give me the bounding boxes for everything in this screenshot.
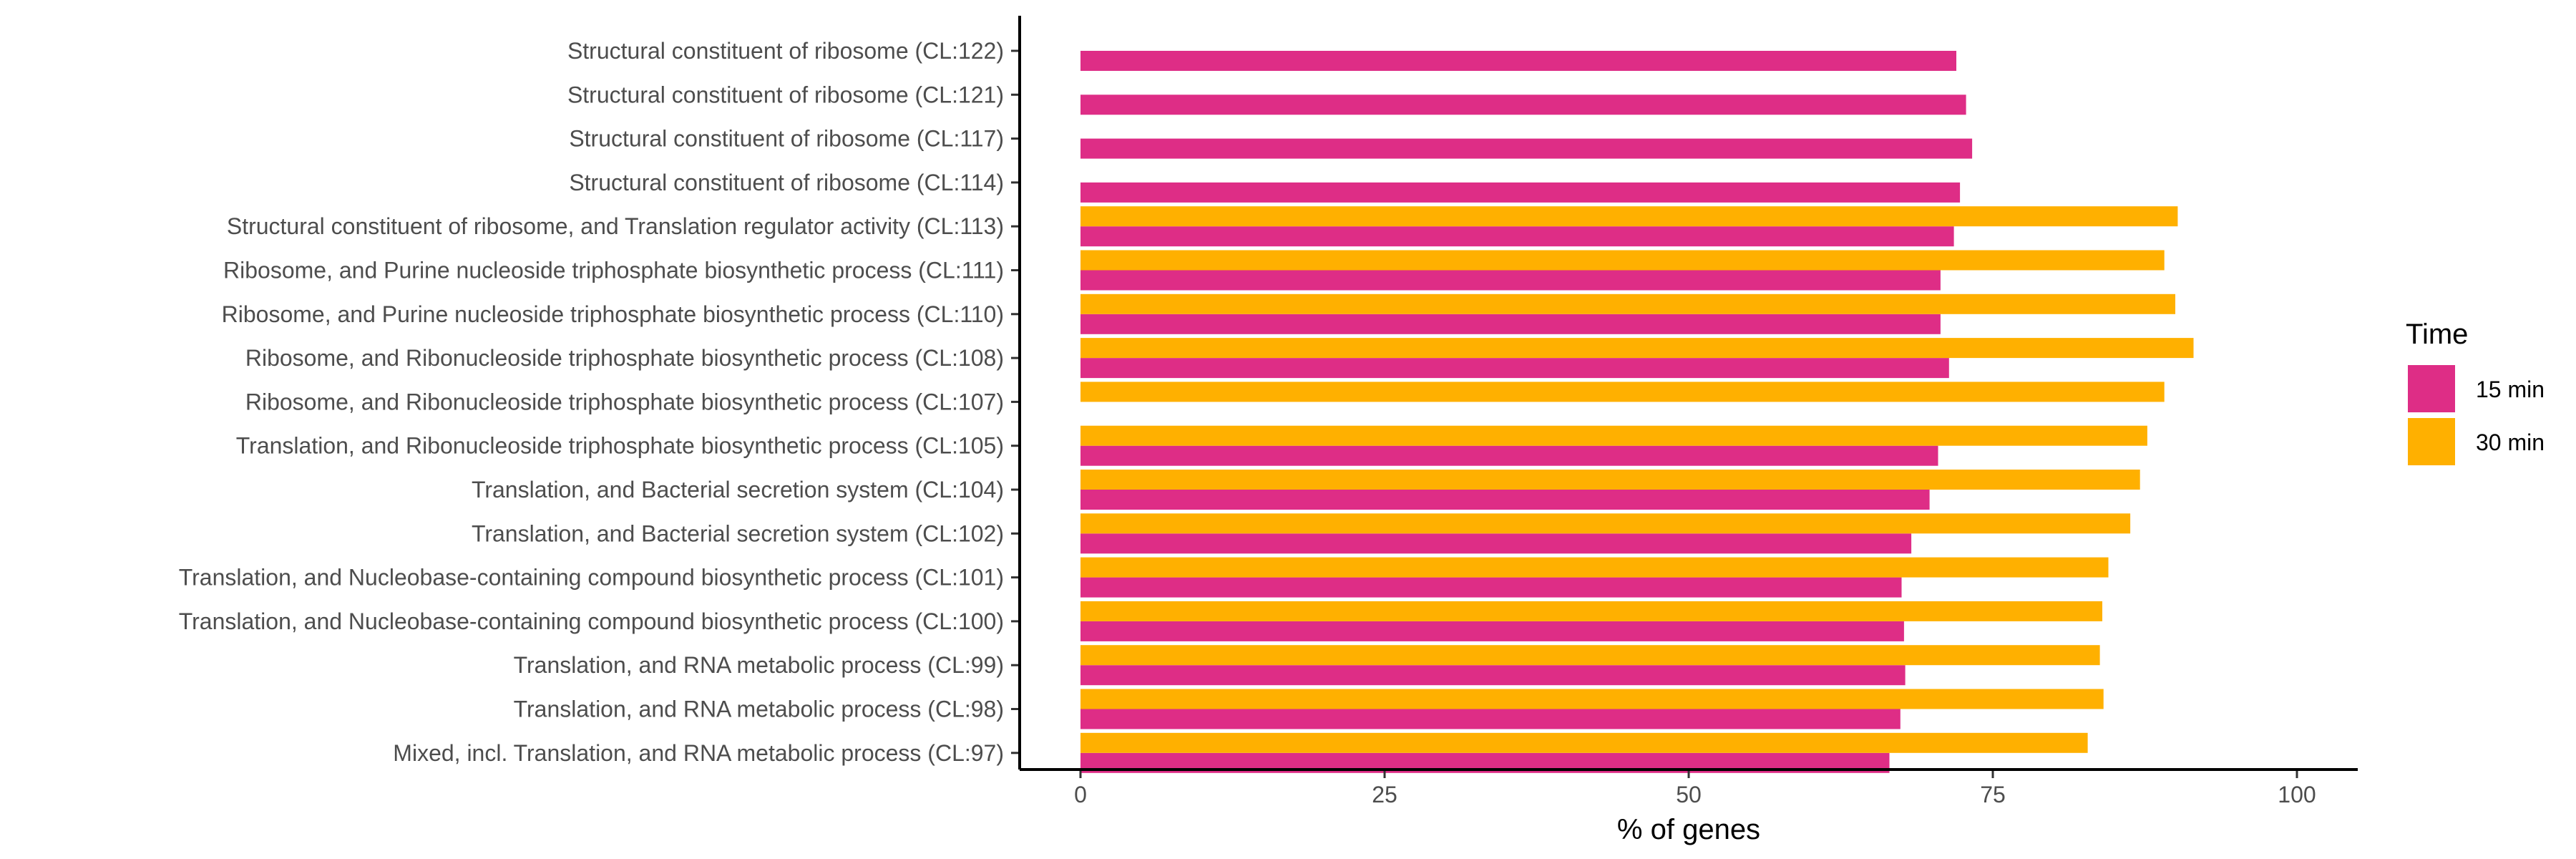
bar-15-min-11 — [1080, 533, 1912, 554]
bar-30-min-10 — [1080, 470, 2140, 490]
bar-30-min-4 — [1080, 206, 2178, 227]
y-tick-label: Translation, and Bacterial secretion sys… — [472, 520, 1004, 546]
bar-30-min-15 — [1080, 689, 2104, 709]
bar-15-min-14 — [1080, 665, 1906, 686]
bar-15-min-2 — [1080, 138, 1973, 159]
bar-30-min-9 — [1080, 425, 2147, 446]
bar-15-min-5 — [1080, 270, 1941, 291]
y-tick-label: Ribosome, and Purine nucleoside triphosp… — [223, 258, 1004, 283]
bar-15-min-15 — [1080, 709, 1901, 729]
bar-15-min-0 — [1080, 51, 1956, 71]
y-tick-label: Translation, and Nucleobase-containing c… — [179, 608, 1004, 634]
y-tick-label: Ribosome, and Ribonucleoside triphosphat… — [245, 389, 1004, 414]
y-tick-label: Mixed, incl. Translation, and RNA metabo… — [393, 740, 1004, 766]
y-tick-label: Structural constituent of ribosome, and … — [227, 213, 1004, 239]
bar-15-min-9 — [1080, 445, 1938, 466]
bar-30-min-5 — [1080, 250, 2165, 271]
x-tick-label: 50 — [1676, 782, 1702, 807]
x-tick-label: 75 — [1980, 782, 2006, 807]
bar-15-min-3 — [1080, 182, 1961, 203]
legend-swatch-30-min — [2408, 418, 2455, 465]
x-axis-title: % of genes — [1617, 814, 1760, 845]
bars-layer — [1080, 51, 2194, 773]
legend-label-30-min: 30 min — [2476, 430, 2545, 455]
y-tick-label: Translation, and RNA metabolic process (… — [514, 697, 1004, 722]
y-tick-label: Structural constituent of ribosome (CL:1… — [569, 170, 1004, 195]
bar-30-min-7 — [1080, 338, 2194, 359]
bar-30-min-6 — [1080, 293, 2175, 314]
bar-30-min-12 — [1080, 557, 2109, 578]
y-tick-label: Ribosome, and Purine nucleoside triphosp… — [222, 301, 1004, 327]
x-axis-ticks: 0 25 50 75 100 — [1074, 770, 2316, 807]
y-tick-label: Translation, and Ribonucleoside triphosp… — [236, 433, 1004, 459]
y-tick-label: Structural constituent of ribosome (CL:1… — [567, 38, 1004, 64]
bar-30-min-11 — [1080, 513, 2131, 534]
y-tick-label: Translation, and RNA metabolic process (… — [514, 652, 1004, 678]
x-tick-label: 0 — [1074, 782, 1087, 807]
bar-30-min-14 — [1080, 645, 2100, 666]
y-tick-label: Structural constituent of ribosome (CL:1… — [569, 126, 1004, 152]
bar-15-min-4 — [1080, 226, 1954, 247]
bar-15-min-7 — [1080, 358, 1949, 379]
y-axis-tick-labels: Structural constituent of ribosome (CL:1… — [179, 38, 1020, 766]
x-tick-label: 100 — [2278, 782, 2316, 807]
legend: Time 15 min 30 min — [2406, 319, 2545, 465]
y-tick-label: Structural constituent of ribosome (CL:1… — [567, 82, 1004, 107]
legend-items: 15 min 30 min — [2408, 365, 2545, 465]
legend-swatch-15-min — [2408, 365, 2455, 412]
x-tick-label: 25 — [1372, 782, 1397, 807]
bar-15-min-6 — [1080, 314, 1941, 334]
legend-label-15-min: 15 min — [2476, 377, 2545, 402]
bar-15-min-13 — [1080, 621, 1904, 641]
legend-title: Time — [2406, 319, 2468, 350]
bar-15-min-1 — [1080, 94, 1966, 115]
y-tick-label: Translation, and Nucleobase-containing c… — [179, 565, 1004, 591]
y-tick-label: Ribosome, and Ribonucleoside triphosphat… — [245, 345, 1004, 371]
bar-30-min-13 — [1080, 601, 2102, 621]
bar-15-min-10 — [1080, 490, 1930, 510]
y-tick-label: Translation, and Bacterial secretion sys… — [472, 477, 1004, 503]
bar-15-min-12 — [1080, 577, 1902, 598]
bar-30-min-16 — [1080, 732, 2088, 753]
bar-30-min-8 — [1080, 382, 2165, 402]
